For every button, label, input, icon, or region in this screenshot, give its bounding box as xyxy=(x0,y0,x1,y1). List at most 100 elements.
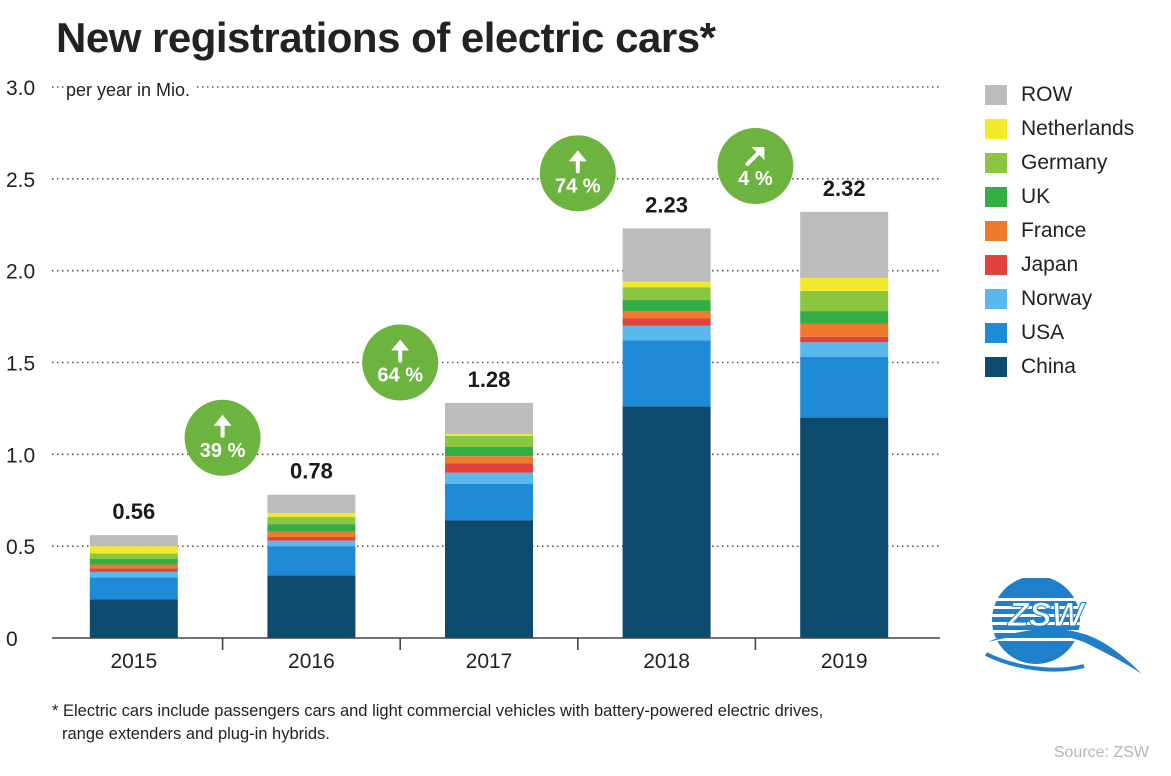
source-credit: Source: ZSW xyxy=(1053,744,1149,761)
legend-item-uk: UK xyxy=(985,180,1134,214)
y-tick-label: 1.0 xyxy=(6,444,35,467)
growth-badge: 4 % xyxy=(717,127,794,204)
bar-segment-china xyxy=(800,417,889,638)
bar-segment-usa xyxy=(800,356,889,418)
bar-segment-germany xyxy=(89,553,178,560)
bar-segment-japan xyxy=(622,318,711,326)
bar-segment-germany xyxy=(445,435,533,447)
bar-segment-netherlands xyxy=(445,434,533,436)
bar-segment-france xyxy=(445,456,533,464)
legend-swatch xyxy=(985,323,1007,343)
legend-item-norway: Norway xyxy=(985,282,1134,316)
bar-segment-row xyxy=(622,228,711,282)
growth-badge: 64 % xyxy=(362,324,439,401)
bar-2016 xyxy=(267,494,356,638)
legend-label: UK xyxy=(1021,185,1051,208)
growth-label: 4 % xyxy=(738,168,773,190)
legend-swatch xyxy=(985,357,1007,377)
bar-segment-china xyxy=(622,406,711,638)
x-tick-label: 2018 xyxy=(643,650,690,673)
bar-segment-norway xyxy=(267,540,356,547)
legend-label: France xyxy=(1021,219,1087,242)
bar-segment-row xyxy=(267,494,356,514)
growth-badges: 39 % 64 % 74 % 4 % xyxy=(184,127,794,476)
bar-2018 xyxy=(622,228,711,638)
logo-text: ZSW xyxy=(1007,596,1086,634)
bar-segment-germany xyxy=(800,290,889,312)
arrow-up-icon xyxy=(213,414,232,438)
growth-label: 39 % xyxy=(200,440,246,462)
y-tick-label: 2.5 xyxy=(6,169,35,192)
legend-item-row: ROW xyxy=(985,78,1134,112)
legend-label: China xyxy=(1021,355,1076,378)
legend-item-china: China xyxy=(985,350,1134,384)
chart-title: New registrations of electric cars* xyxy=(56,14,716,61)
growth-badge: 39 % xyxy=(184,399,261,476)
bar-segment-netherlands xyxy=(622,281,711,288)
bar-segment-uk xyxy=(89,559,178,565)
bar-segment-china xyxy=(445,520,533,638)
legend-item-usa: USA xyxy=(985,316,1134,350)
y-tick-label: 1.5 xyxy=(6,353,35,376)
growth-label: 74 % xyxy=(555,175,601,197)
y-tick-label: 0.5 xyxy=(6,536,35,559)
growth-badge-circle xyxy=(717,127,794,204)
legend-label: Netherlands xyxy=(1021,117,1135,140)
bar-segment-japan xyxy=(89,568,178,572)
legend-label: USA xyxy=(1021,321,1065,344)
legend-swatch xyxy=(985,187,1007,207)
zsw-logo-icon: ZSW xyxy=(985,576,1142,674)
bar-2015 xyxy=(89,535,178,638)
bar-segment-uk xyxy=(622,300,711,312)
footnote-line-2: range extenders and plug-in hybrids. xyxy=(62,725,330,743)
legend-item-france: France xyxy=(985,214,1134,248)
y-tick-label: 2.0 xyxy=(6,261,35,284)
total-label: 0.78 xyxy=(290,459,333,484)
bar-segment-uk xyxy=(800,311,889,324)
total-label: 0.56 xyxy=(112,499,155,524)
y-tick-label: 3.0 xyxy=(6,77,35,100)
bar-segment-norway xyxy=(622,325,711,341)
bar-segment-japan xyxy=(445,463,533,473)
footnote: * Electric cars include passengers cars … xyxy=(52,700,823,746)
growth-label: 64 % xyxy=(377,365,423,387)
x-axis: 2015 2016 2017 2018 2019 xyxy=(52,637,940,673)
x-tick-label: 2016 xyxy=(288,650,335,673)
legend-label: Germany xyxy=(1021,151,1108,174)
legend-swatch xyxy=(985,221,1007,241)
bar-segment-uk xyxy=(267,524,356,532)
bar-segment-china xyxy=(89,599,178,638)
bars xyxy=(89,211,889,638)
arrow-up-right-icon xyxy=(745,146,765,166)
bar-totals: 0.56 0.78 1.28 2.23 2.32 xyxy=(112,176,865,524)
x-tick-label: 2015 xyxy=(110,650,157,673)
arrow-up-icon xyxy=(391,339,410,363)
bar-segment-usa xyxy=(622,340,711,407)
legend-swatch xyxy=(985,289,1007,309)
total-label: 2.32 xyxy=(823,176,866,201)
legend-label: ROW xyxy=(1021,83,1073,106)
bar-segment-japan xyxy=(800,336,889,343)
unit-label: per year in Mio. xyxy=(66,80,195,101)
arrow-up-icon xyxy=(568,150,587,174)
bar-segment-row xyxy=(89,535,178,547)
bar-segment-row xyxy=(800,211,889,279)
total-label: 2.23 xyxy=(645,192,688,217)
gridlines xyxy=(52,86,940,547)
x-tick-label: 2017 xyxy=(466,650,513,673)
bar-segment-norway xyxy=(89,571,178,578)
footnote-line-1: * Electric cars include passengers cars … xyxy=(52,702,824,720)
bar-segment-netherlands xyxy=(89,546,178,554)
bar-segment-china xyxy=(267,575,356,638)
legend-label: Norway xyxy=(1021,287,1093,310)
x-tick-label: 2019 xyxy=(821,650,868,673)
legend-item-germany: Germany xyxy=(985,146,1134,180)
legend-swatch xyxy=(985,255,1007,275)
bar-segment-netherlands xyxy=(800,278,889,291)
legend-swatch xyxy=(985,153,1007,173)
bar-segment-germany xyxy=(622,287,711,301)
bar-segment-usa xyxy=(267,546,356,576)
bar-segment-uk xyxy=(445,446,533,457)
bar-segment-row xyxy=(445,402,533,435)
bar-segment-germany xyxy=(267,516,356,525)
